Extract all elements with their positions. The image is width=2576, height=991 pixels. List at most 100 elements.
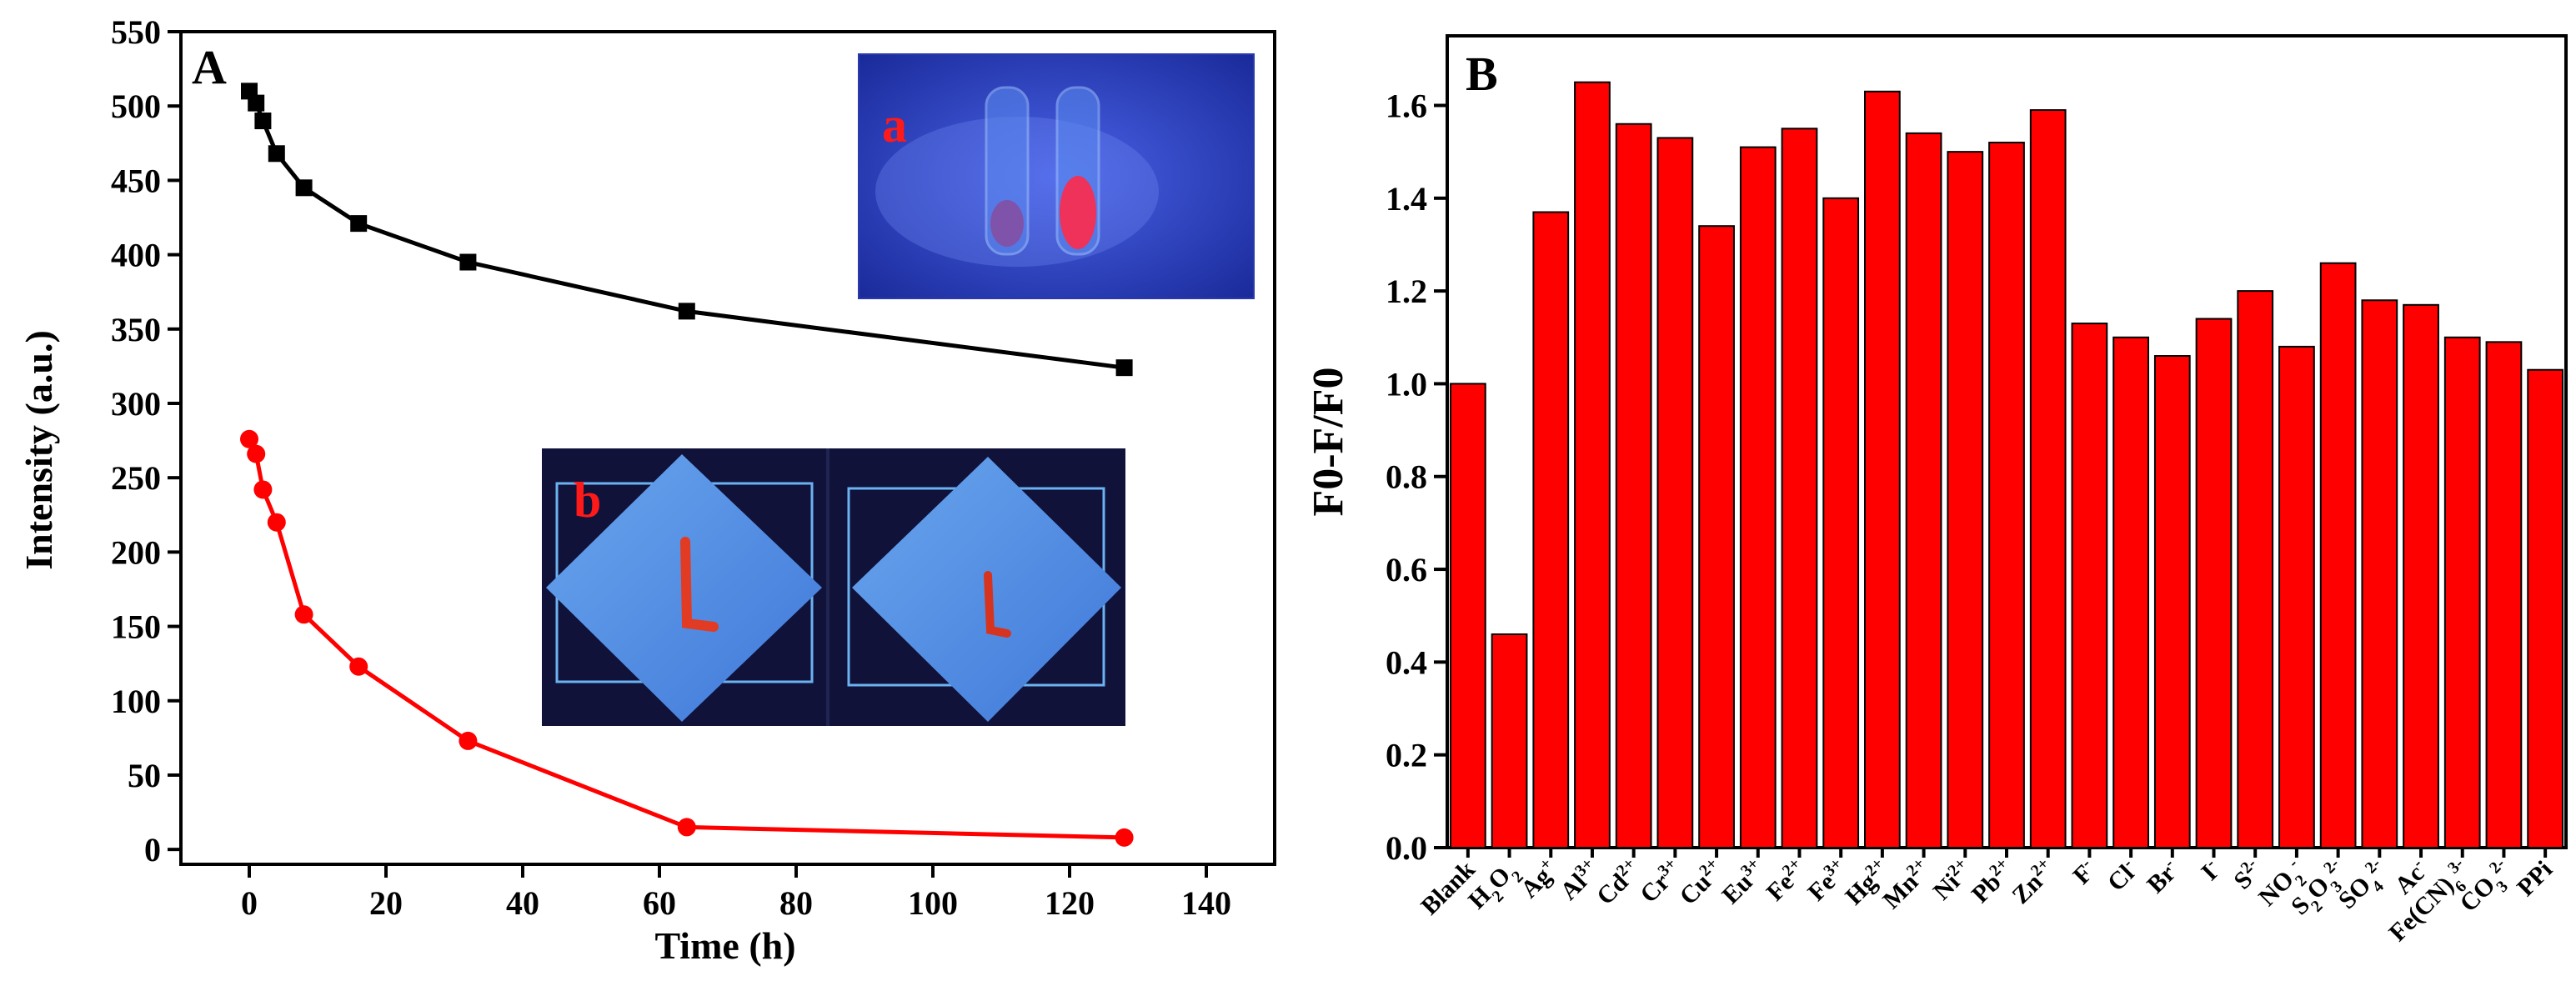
data-point-red [240, 429, 258, 448]
x-tick-label: Fe2+ [1760, 854, 1812, 906]
x-tick-label: Fe3+ [1802, 854, 1853, 906]
data-point-black [459, 253, 477, 271]
panel-a-line-chart: 0 50 100 150 200 250 300 350 400 450 500 550 0 20 40 6… [18, 13, 1276, 967]
bar-PPi [2527, 368, 2564, 848]
data-point-red [294, 605, 313, 624]
inset-a-vials-photo: a [858, 53, 1255, 299]
y-tick-label: 1.0 [1386, 365, 1427, 403]
data-point-black [248, 94, 265, 112]
x-tick-label: 120 [1045, 884, 1095, 922]
data-point-red [349, 657, 368, 676]
data-point-red [1115, 828, 1134, 847]
inset-b-paper-photo: b [542, 448, 1125, 726]
bar-Fe2+ [1781, 128, 1818, 849]
bar-Ni2+ [1947, 151, 1984, 848]
y-tick-label: 1.6 [1386, 87, 1427, 124]
x-tick-label: Ag+ [1514, 854, 1563, 903]
data-point-red [459, 731, 478, 750]
x-tick-label: 80 [779, 884, 813, 922]
panel-a-x-axis-title: Time (h) [654, 924, 795, 967]
x-tick-label: PPi [2512, 856, 2558, 902]
bar-Mn2+ [1905, 132, 1942, 848]
x-tick-label: Cr3+ [1634, 854, 1688, 908]
x-tick-label: I- [2195, 854, 2227, 886]
x-tick-label: F- [2067, 854, 2102, 889]
x-tick-label: 100 [908, 884, 958, 922]
x-tick-label: Mn2+ [1877, 854, 1937, 914]
x-tick-label: 20 [369, 884, 403, 922]
bar-I- [2195, 318, 2233, 849]
vial-left [985, 86, 1030, 256]
panel-a-y-axis-title: Intensity (a.u.) [18, 330, 60, 570]
bar-Cl- [2112, 336, 2149, 848]
data-point-black [254, 113, 272, 130]
bar-Br- [2153, 355, 2191, 848]
panel-a-plot-frame [179, 30, 1276, 866]
panel-a-series [240, 83, 1134, 847]
data-point-black [350, 215, 368, 233]
panel-a-x-axis-ticks: 0 20 40 60 80 100 120 140 [241, 864, 1231, 922]
x-tick-label: 60 [643, 884, 676, 922]
x-tick-label: Cu2+ [1673, 854, 1729, 910]
bar-Hg2+ [1864, 90, 1901, 848]
x-tick-label: Cl- [2101, 854, 2143, 897]
x-tick-label: SO42- [2332, 854, 2397, 919]
y-tick-label: 0 [144, 831, 161, 868]
x-tick-label: Cd2+ [1591, 854, 1646, 910]
y-tick-label: 400 [111, 237, 161, 274]
panel-a-y-axis-ticks: 0 50 100 150 200 250 300 350 400 450 500 550 [111, 13, 181, 868]
y-tick-label: 100 [111, 683, 161, 720]
paper-left-mark [680, 537, 719, 632]
x-tick-label: Br- [2141, 854, 2185, 898]
y-tick-label: 0.4 [1386, 643, 1427, 681]
x-tick-label: 140 [1181, 884, 1231, 922]
y-tick-label: 250 [111, 459, 161, 497]
paper-right-mark [984, 571, 1011, 638]
bar-Ag+ [1532, 211, 1570, 849]
bar-Al3+ [1574, 81, 1611, 848]
data-point-red [677, 818, 696, 837]
panel-b-y-axis-ticks: 0.0 0.2 0.4 0.6 0.8 1.0 1.2 1.4 1.6 [1386, 87, 1447, 867]
panel-b-bar-chart: 0.0 0.2 0.4 0.6 0.8 1.0 1.2 1.4 1.6 BlankH2O2Ag+… [1305, 34, 2568, 947]
bar-Fe(CN)63- [2443, 336, 2481, 848]
x-tick-label: Al3+ [1554, 854, 1605, 905]
x-tick-label: H2O2 [1463, 856, 1527, 920]
y-tick-label: 500 [111, 88, 161, 125]
bar-CO32- [2485, 341, 2523, 848]
bar-Cu2+ [1698, 225, 1735, 848]
y-tick-label: 1.4 [1386, 180, 1427, 218]
x-tick-label: Ni2+ [1927, 854, 1977, 905]
x-tick-label: 40 [506, 884, 539, 922]
inset-b-label: b [574, 473, 601, 528]
bar-Zn2+ [2029, 109, 2067, 848]
panel-b-bars [1449, 81, 2564, 858]
data-point-red [247, 444, 266, 463]
x-tick-label: Zn2+ [2006, 854, 2061, 909]
bar-NO2- [2278, 345, 2315, 849]
inset-a-label: a [882, 98, 907, 153]
y-tick-label: 200 [111, 533, 161, 571]
data-point-red [253, 480, 273, 499]
bar-Fe3+ [1822, 197, 1860, 849]
bar-Eu3+ [1739, 146, 1777, 848]
data-point-red [267, 513, 286, 532]
bar-Pb2+ [1988, 142, 2025, 849]
y-tick-label: 350 [111, 311, 161, 348]
y-tick-label: 550 [111, 13, 161, 51]
x-tick-label: 0 [241, 884, 258, 922]
x-tick-label: Pb2+ [1965, 854, 2019, 908]
data-point-black [1115, 359, 1133, 377]
panel-a-label: A [192, 40, 227, 94]
bar-S2- [2237, 290, 2274, 849]
data-point-black [268, 145, 285, 163]
x-tick-label: Eu3+ [1716, 854, 1771, 909]
vial-right [1055, 86, 1100, 256]
y-tick-label: 0.8 [1386, 458, 1427, 496]
data-point-black [295, 179, 313, 197]
bar-F- [2071, 323, 2108, 848]
bar-Blank [1449, 383, 1486, 848]
y-tick-label: 300 [111, 385, 161, 423]
bar-SO42- [2361, 299, 2398, 848]
bar-S2O32- [2319, 262, 2357, 849]
